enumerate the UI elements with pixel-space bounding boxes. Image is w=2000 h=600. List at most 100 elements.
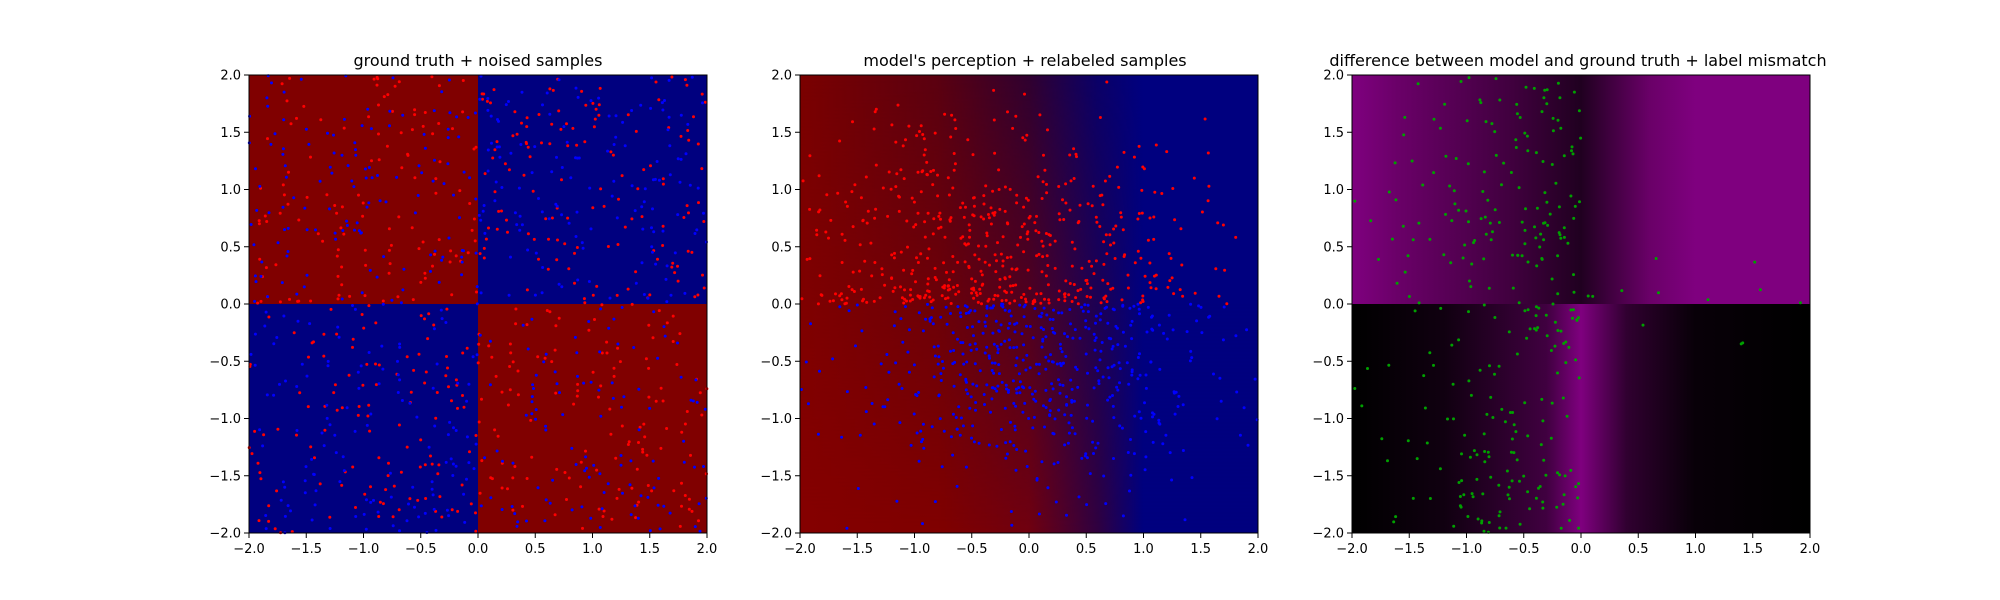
scatter-point xyxy=(259,299,263,303)
scatter-point xyxy=(575,210,579,214)
scatter-point xyxy=(281,480,285,484)
scatter-point xyxy=(417,164,421,168)
scatter-point xyxy=(922,296,926,300)
scatter-point xyxy=(1641,323,1645,327)
scatter-point xyxy=(387,461,390,465)
scatter-point xyxy=(496,118,499,121)
scatter-point xyxy=(521,504,524,508)
scatter-point xyxy=(964,205,967,209)
y-tick-label: 1.5 xyxy=(220,126,241,141)
scatter-point xyxy=(284,379,287,383)
scatter-point xyxy=(1559,329,1563,333)
scatter-point xyxy=(319,118,323,122)
scatter-point xyxy=(1003,289,1007,293)
scatter-point xyxy=(336,274,340,278)
scatter-point xyxy=(957,405,961,409)
scatter-point xyxy=(688,183,692,187)
scatter-point xyxy=(477,342,481,346)
scatter-point xyxy=(1106,282,1110,286)
scatter-point xyxy=(1052,462,1056,466)
scatter-point xyxy=(454,254,458,258)
scatter-point xyxy=(1150,315,1153,319)
scatter-point xyxy=(441,255,445,259)
scatter-point xyxy=(1022,222,1026,226)
scatter-point xyxy=(1021,136,1025,140)
scatter-point xyxy=(1022,305,1026,309)
scatter-point xyxy=(551,88,555,92)
scatter-point xyxy=(1366,367,1369,370)
scatter-point xyxy=(1558,473,1562,477)
scatter-point xyxy=(1023,92,1026,96)
scatter-point xyxy=(286,202,290,206)
scatter-point xyxy=(396,295,400,299)
scatter-point xyxy=(858,433,862,437)
scatter-point xyxy=(1080,305,1083,309)
scatter-point xyxy=(1165,150,1169,154)
scatter-point xyxy=(495,145,499,149)
scatter-point xyxy=(367,304,371,308)
scatter-point xyxy=(851,225,855,229)
scatter-point xyxy=(563,242,567,246)
scatter-point xyxy=(931,183,935,187)
scatter-point xyxy=(1387,190,1391,194)
scatter-point xyxy=(533,293,537,297)
scatter-point xyxy=(372,77,376,81)
scatter-point xyxy=(647,395,651,399)
scatter-point xyxy=(817,210,821,214)
scatter-point xyxy=(916,170,920,174)
scatter-point xyxy=(629,513,633,517)
scatter-point xyxy=(690,509,694,513)
scatter-point xyxy=(486,97,490,100)
scatter-point xyxy=(1052,308,1055,312)
scatter-point xyxy=(676,157,680,161)
scatter-point xyxy=(964,243,968,247)
scatter-point xyxy=(894,185,898,189)
scatter-point xyxy=(1060,350,1064,354)
scatter-point xyxy=(1057,298,1061,302)
scatter-point xyxy=(938,417,942,421)
scatter-point xyxy=(1523,131,1527,135)
scatter-point xyxy=(1168,279,1172,283)
scatter-point xyxy=(365,423,369,427)
scatter-point xyxy=(949,349,952,353)
scatter-point xyxy=(1066,335,1069,339)
scatter-point xyxy=(1094,446,1098,450)
scatter-point xyxy=(1110,347,1114,351)
scatter-point xyxy=(378,199,382,203)
scatter-point xyxy=(702,220,706,223)
scatter-point xyxy=(360,124,364,128)
scatter-point xyxy=(1108,174,1112,178)
scatter-point xyxy=(593,117,597,121)
scatter-point xyxy=(1483,450,1487,453)
scatter-point xyxy=(462,492,466,496)
scatter-point xyxy=(1494,153,1498,157)
scatter-point xyxy=(280,82,284,86)
scatter-point xyxy=(497,209,501,213)
scatter-point xyxy=(295,433,298,437)
scatter-point xyxy=(1526,308,1530,312)
scatter-point xyxy=(975,384,979,388)
x-tick-label: −1.5 xyxy=(1393,542,1425,557)
scatter-point xyxy=(980,273,984,277)
scatter-point xyxy=(873,261,877,264)
scatter-point xyxy=(496,434,500,438)
scatter-point xyxy=(620,306,624,309)
scatter-point xyxy=(597,103,601,107)
scatter-point xyxy=(962,215,966,219)
scatter-point xyxy=(1046,486,1050,490)
y-tick-label: −1.5 xyxy=(209,469,241,484)
scatter-point xyxy=(513,465,517,468)
scatter-point xyxy=(1491,230,1494,234)
scatter-point xyxy=(1069,378,1073,382)
scatter-point xyxy=(1122,255,1126,258)
scatter-point xyxy=(695,400,699,404)
scatter-point xyxy=(507,168,511,172)
scatter-point xyxy=(565,498,568,501)
x-tick-label: 2.0 xyxy=(1248,542,1269,557)
scatter-point xyxy=(599,187,603,191)
scatter-point xyxy=(1014,387,1018,391)
scatter-point xyxy=(409,390,413,394)
scatter-point xyxy=(503,162,507,166)
scatter-point xyxy=(1153,190,1157,194)
scatter-point xyxy=(942,429,946,433)
